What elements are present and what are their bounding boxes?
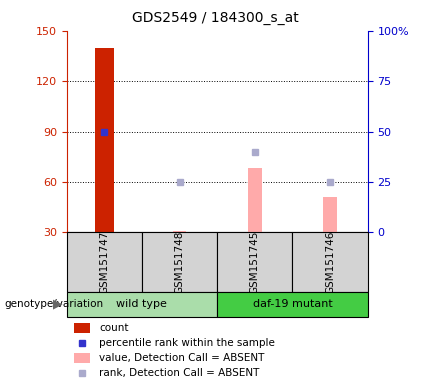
Bar (248, 169, 261, 232)
Bar (292, 232, 368, 292)
Text: value, Detection Call = ABSENT: value, Detection Call = ABSENT (99, 353, 265, 363)
Text: daf-19 mutant: daf-19 mutant (252, 299, 332, 310)
Bar (142, 232, 217, 292)
Text: ▶: ▶ (53, 298, 62, 311)
Bar (67, 232, 142, 292)
Bar (74, 353, 90, 362)
Bar (74, 323, 90, 333)
Text: percentile rank within the sample: percentile rank within the sample (99, 338, 275, 348)
Bar (323, 197, 337, 232)
Bar (173, 231, 186, 232)
Text: genotype/variation: genotype/variation (4, 299, 104, 310)
Text: GSM151746: GSM151746 (325, 230, 335, 294)
Text: wild type: wild type (117, 299, 167, 310)
Text: GSM151747: GSM151747 (99, 230, 109, 294)
Text: count: count (99, 323, 129, 333)
Bar (67, 292, 217, 317)
Bar (217, 232, 292, 292)
Text: rank, Detection Call = ABSENT: rank, Detection Call = ABSENT (99, 368, 260, 378)
Bar (217, 292, 368, 317)
Text: GSM151745: GSM151745 (250, 230, 260, 294)
Bar (95, 48, 114, 232)
Text: GSM151748: GSM151748 (175, 230, 184, 294)
Text: GDS2549 / 184300_s_at: GDS2549 / 184300_s_at (132, 11, 298, 25)
